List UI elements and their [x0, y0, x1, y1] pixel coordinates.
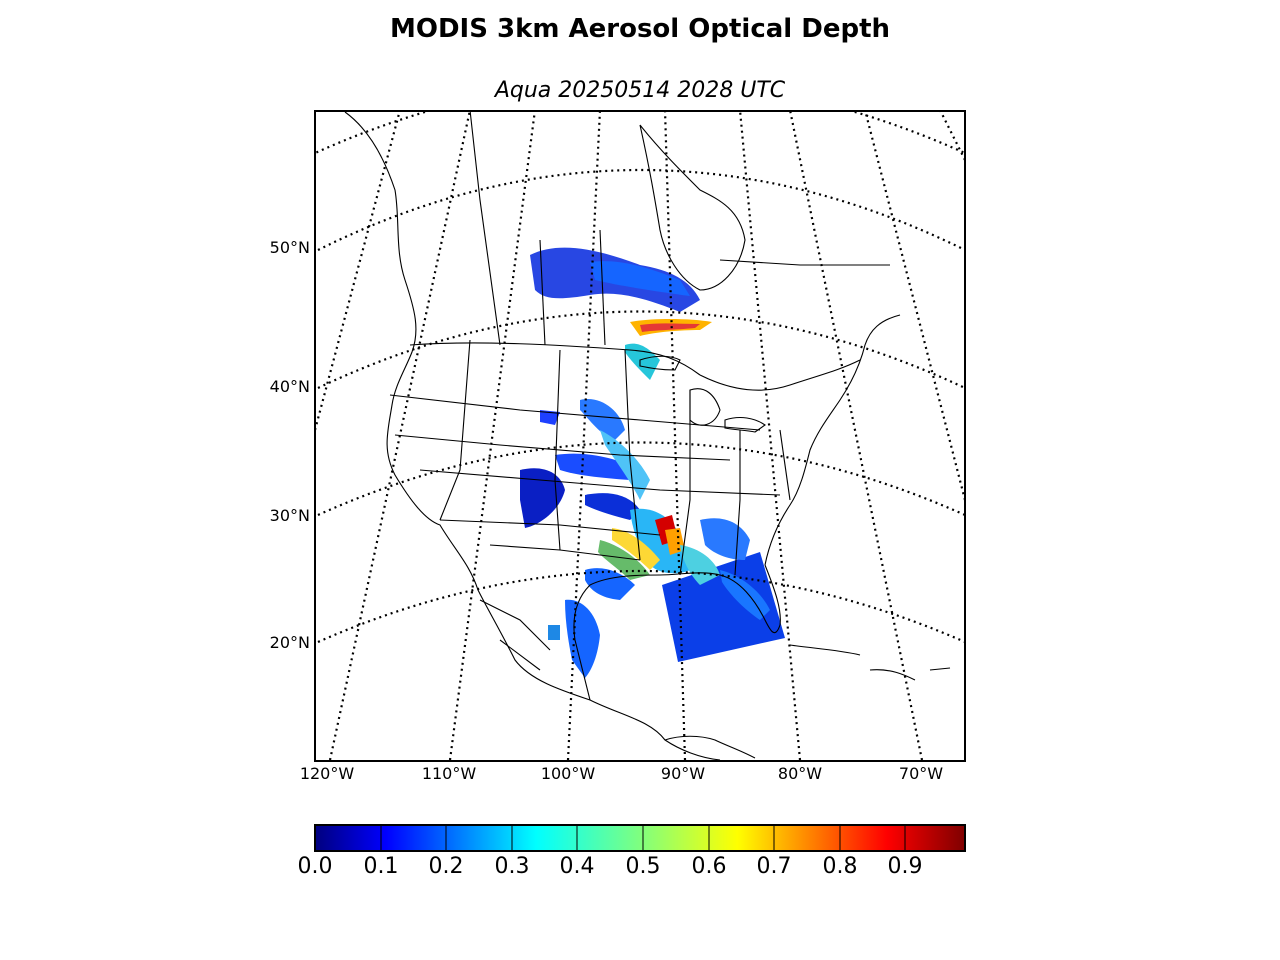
- lon-label-70w: 70°W: [898, 764, 944, 783]
- colorbar-tick-label: 0.7: [756, 854, 792, 879]
- graticule: [315, 111, 965, 761]
- colorbar-tick-label: 0.8: [822, 854, 858, 879]
- lon-label-120w: 120°W: [299, 764, 355, 783]
- boundaries: [344, 111, 951, 761]
- colorbar-tick-label: 0.2: [428, 854, 464, 879]
- lon-label-80w: 80°W: [777, 764, 823, 783]
- lat-label-50n: 50°N: [269, 238, 310, 257]
- map-frame: [314, 110, 966, 762]
- colorbar: [314, 824, 966, 852]
- lon-label-110w: 110°W: [421, 764, 477, 783]
- aerosol-overlay: [520, 247, 785, 678]
- colorbar-gradient: [315, 825, 965, 851]
- lat-label-20n: 20°N: [269, 633, 310, 652]
- map-area: [315, 111, 965, 761]
- lon-label-100w: 100°W: [540, 764, 596, 783]
- colorbar-tick-label: 0.4: [559, 854, 595, 879]
- colorbar-tick-label: 0.1: [363, 854, 399, 879]
- colorbar-tick-label: 0.0: [297, 854, 333, 879]
- colorbar-tick-label: 0.9: [887, 854, 923, 879]
- colorbar-ticks: [380, 825, 906, 851]
- colorbar-tick-label: 0.5: [625, 854, 661, 879]
- lat-label-30n: 30°N: [269, 506, 310, 525]
- map-subtitle: Aqua 20250514 2028 UTC: [494, 78, 786, 103]
- colorbar-tick-label: 0.3: [494, 854, 530, 879]
- map-title: MODIS 3km Aerosol Optical Depth: [389, 14, 891, 44]
- colorbar-frame: [314, 824, 966, 852]
- lon-label-90w: 90°W: [660, 764, 706, 783]
- lat-label-40n: 40°N: [269, 377, 310, 396]
- colorbar-tick-label: 0.6: [691, 854, 727, 879]
